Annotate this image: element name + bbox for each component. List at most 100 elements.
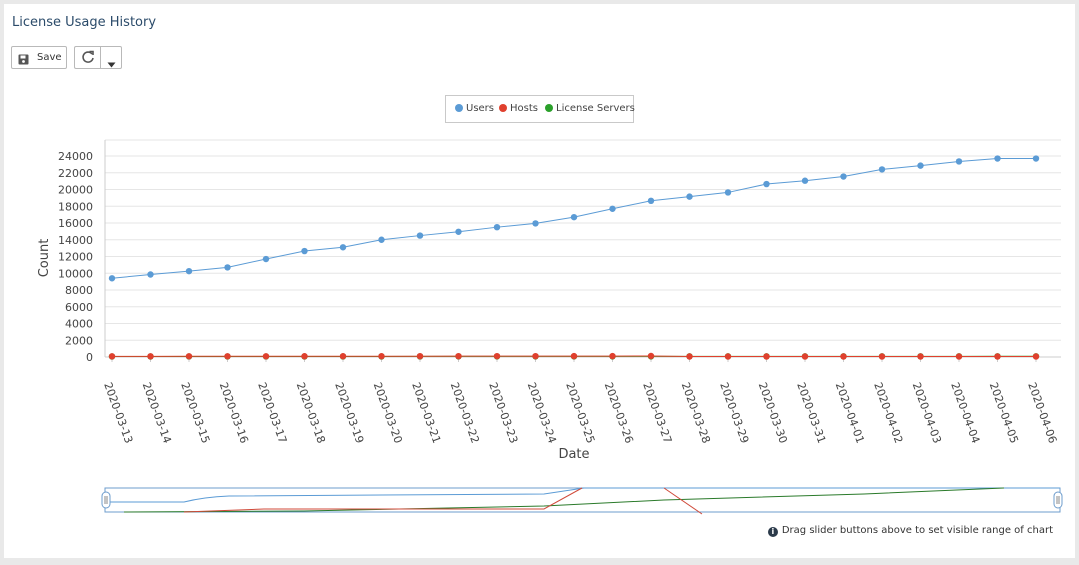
data-point-users: [801, 177, 809, 184]
data-point-users: [994, 155, 1001, 162]
y-tick-label: 8000: [65, 284, 93, 297]
data-point-users: [840, 173, 847, 180]
y-tick-label: 6000: [65, 301, 93, 314]
x-tick-label: 2020-04-01: [833, 381, 867, 446]
data-point-hosts: [955, 353, 963, 360]
data-point-hosts: [801, 353, 809, 360]
x-tick-label: 2020-03-14: [140, 381, 174, 446]
data-point-hosts: [763, 353, 770, 360]
data-point-hosts: [147, 353, 154, 360]
legend-label-license-servers: License Servers: [556, 103, 635, 114]
caret-down-icon: [107, 55, 116, 73]
data-point-users: [108, 275, 116, 282]
data-point-users: [917, 162, 924, 169]
data-point-hosts: [570, 352, 578, 360]
data-point-hosts: [647, 352, 655, 360]
data-point-users: [339, 244, 347, 251]
legend-label-users: Users: [466, 103, 495, 114]
x-tick-label: 2020-03-23: [486, 381, 520, 446]
line-chart: 0 2000 4000 6000 8000 10000 12000 14000 16000 180…: [37, 139, 1061, 462]
y-tick-label: 24000: [58, 150, 93, 163]
x-tick-label: 2020-03-25: [563, 381, 597, 446]
data-point-hosts: [185, 353, 193, 360]
save-button-label: Save: [37, 52, 62, 63]
data-point-users: [724, 189, 732, 196]
y-tick-label: 0: [86, 351, 93, 364]
data-point-users: [416, 232, 424, 239]
slider-hint-text: Drag slider buttons above to set visible…: [781, 525, 1053, 536]
y-tick-label: 10000: [58, 267, 93, 280]
data-point-hosts: [532, 352, 539, 360]
data-point-users: [262, 255, 270, 263]
x-tick-label: 2020-03-15: [178, 381, 212, 446]
data-point-users: [955, 158, 963, 165]
x-tick-label: 2020-03-19: [332, 381, 366, 446]
data-point-hosts: [493, 352, 501, 360]
data-point-users: [647, 197, 655, 205]
x-tick-label: 2020-03-22: [448, 381, 482, 446]
x-tick-label: 2020-03-24: [525, 381, 559, 446]
y-tick-label: 20000: [58, 184, 93, 197]
x-tick-label: 2020-03-28: [679, 381, 713, 446]
data-point-hosts: [609, 352, 616, 360]
data-point-users: [686, 193, 693, 200]
users-dot-icon: [455, 104, 463, 112]
x-axis-label: Date: [558, 447, 589, 462]
x-tick-label: 2020-03-29: [717, 381, 751, 446]
x-tick-label: 2020-04-06: [1025, 381, 1059, 446]
license-usage-panel: License Usage History Save: [4, 4, 1075, 558]
data-point-users: [609, 205, 616, 212]
data-point-hosts: [686, 353, 693, 360]
data-point-users: [532, 220, 539, 227]
data-point-users: [878, 166, 886, 173]
y-tick-label: 18000: [58, 200, 93, 213]
y-axis-label: Count: [37, 239, 52, 278]
save-button[interactable]: Save: [11, 46, 67, 69]
data-point-hosts: [262, 353, 270, 360]
data-point-users: [147, 271, 154, 278]
x-tick-label: 2020-03-20: [371, 381, 405, 446]
page-title: License Usage History: [12, 15, 157, 30]
x-tick-label: 2020-04-05: [987, 381, 1021, 446]
x-tick-label: 2020-03-21: [409, 381, 443, 446]
x-tick-label: 2020-03-16: [217, 381, 251, 446]
data-point-users: [493, 223, 501, 231]
navigator-left-handle[interactable]: [101, 491, 111, 509]
x-tick-label: 2020-04-03: [910, 381, 944, 446]
y-tick-label: 16000: [58, 217, 93, 230]
legend-item-hosts[interactable]: Hosts: [499, 103, 538, 114]
refresh-button[interactable]: [74, 46, 101, 69]
data-point-users: [378, 236, 385, 243]
data-point-users: [763, 180, 770, 188]
legend-item-users[interactable]: Users: [455, 103, 494, 114]
range-navigator[interactable]: [4, 482, 1075, 522]
data-point-hosts: [724, 353, 732, 360]
data-point-users: [570, 213, 578, 221]
data-point-hosts: [416, 352, 424, 360]
data-point-hosts: [108, 353, 116, 360]
navigator-right-handle[interactable]: [1053, 491, 1063, 509]
y-tick-label: 12000: [58, 251, 93, 264]
x-tick-label: 2020-04-02: [871, 381, 905, 446]
x-tick-label: 2020-04-04: [948, 381, 982, 446]
refresh-options-dropdown[interactable]: [100, 46, 122, 69]
slider-hint: i Drag slider buttons above to set visibl…: [767, 525, 1053, 537]
y-axis: 0 2000 4000 6000 8000 10000 12000 14000 16000 180…: [58, 140, 106, 364]
data-point-hosts: [455, 352, 462, 360]
legend-label-hosts: Hosts: [510, 103, 538, 114]
x-tick-label: 2020-03-17: [255, 381, 289, 446]
data-point-hosts: [840, 353, 847, 360]
x-tick-label: 2020-03-18: [294, 381, 328, 446]
data-point-users: [455, 228, 462, 235]
hosts-dot-icon: [499, 104, 507, 112]
x-tick-label: 2020-03-26: [602, 381, 636, 446]
data-point-hosts: [1032, 353, 1040, 360]
legend-item-license-servers[interactable]: License Servers: [545, 103, 635, 114]
x-tick-label: 2020-03-13: [101, 381, 135, 446]
x-tick-label: 2020-03-27: [640, 381, 674, 446]
data-point-users: [185, 267, 193, 275]
y-tick-label: 4000: [65, 318, 93, 331]
license-servers-dot-icon: [545, 104, 553, 112]
data-point-hosts: [994, 353, 1001, 360]
chart-legend: Users Hosts License Servers: [445, 95, 635, 123]
